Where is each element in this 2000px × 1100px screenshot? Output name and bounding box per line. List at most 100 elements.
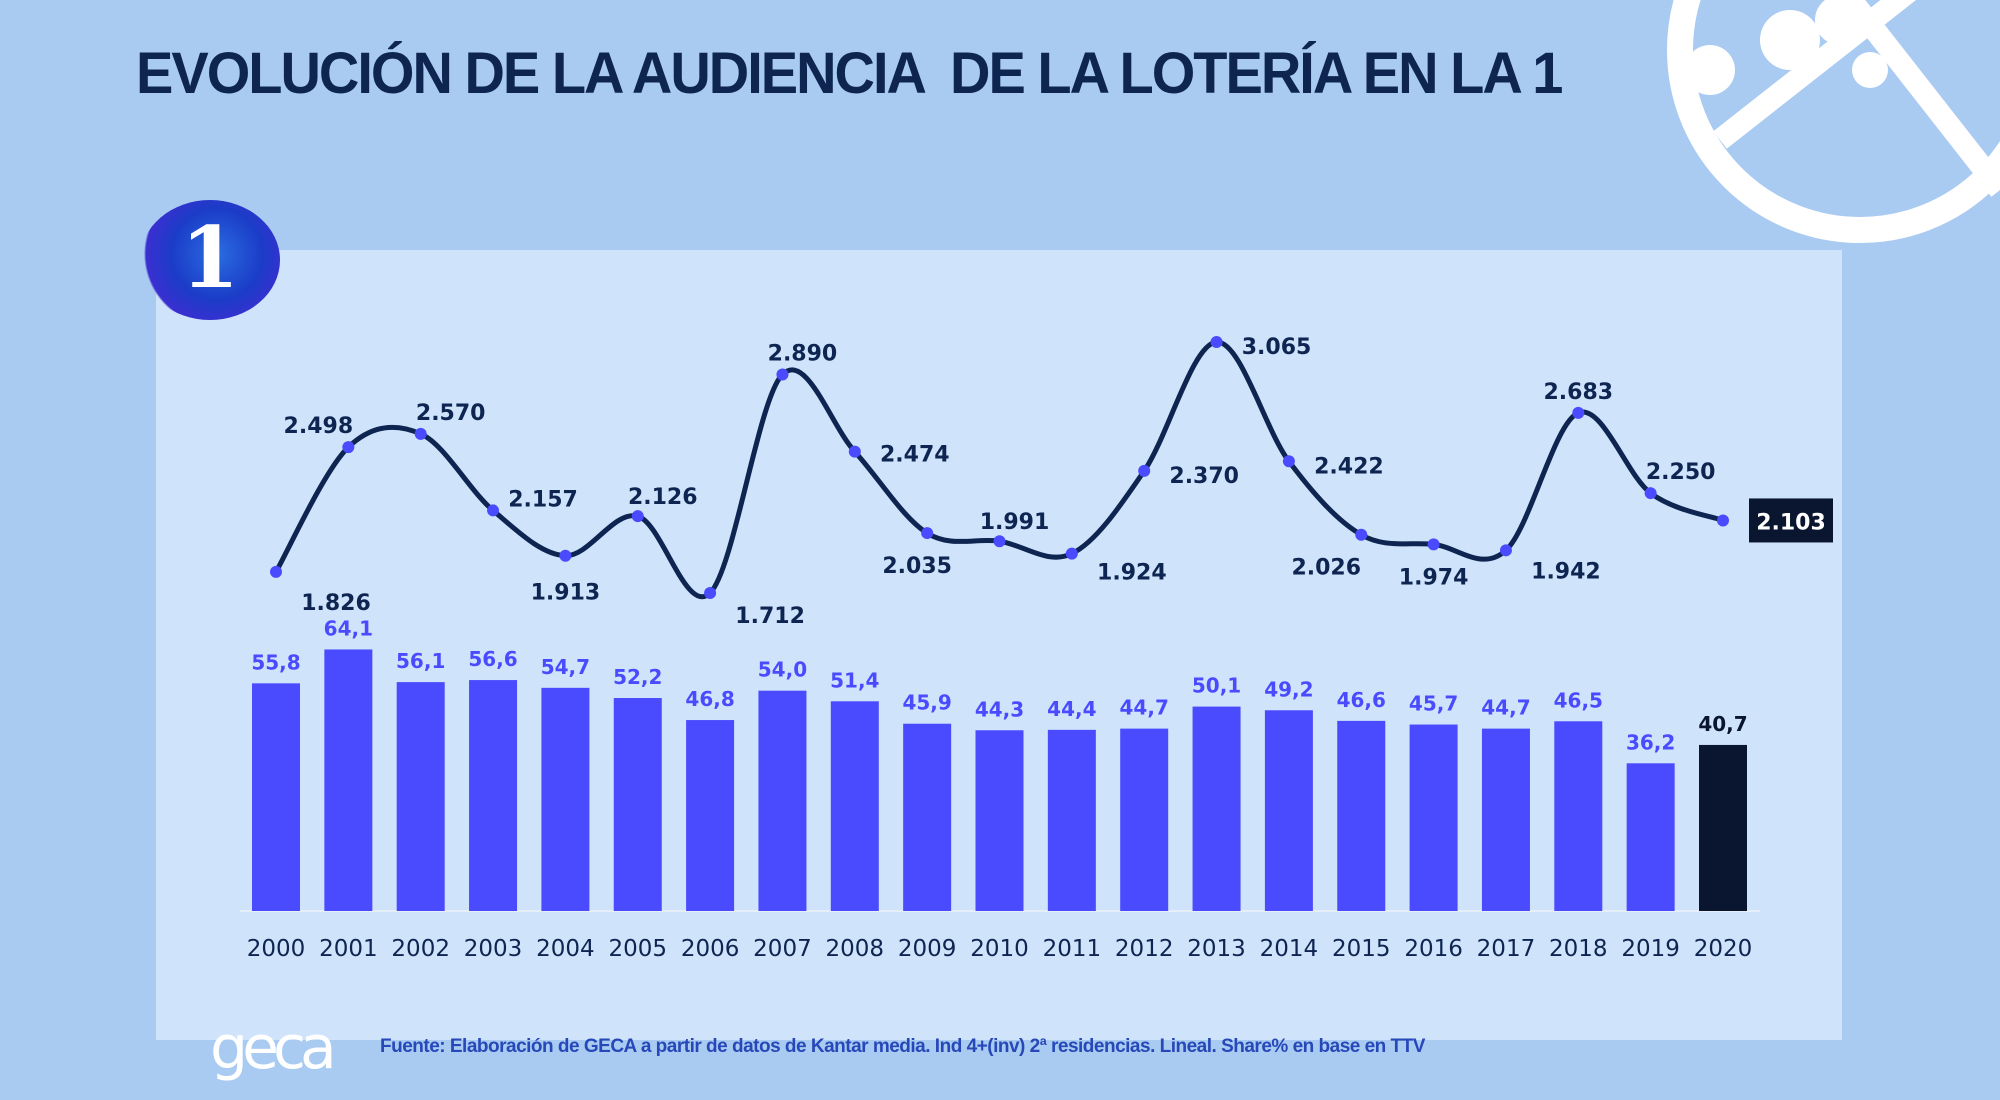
bar-2001 (324, 649, 373, 911)
line-label-2015: 2.026 (1291, 556, 1361, 581)
line-point-2011 (1065, 547, 1078, 560)
line-point-2008 (848, 445, 861, 458)
line-label-2001: 2.498 (284, 414, 354, 439)
line-label-2007: 2.890 (768, 341, 838, 366)
la1-logo-text: 1 (180, 208, 240, 307)
bar-2009 (903, 723, 952, 911)
line-point-2019 (1644, 487, 1657, 500)
bar-2011 (1047, 729, 1096, 911)
line-label-2004: 1.913 (531, 581, 601, 606)
line-label-2000: 1.826 (301, 591, 371, 616)
line-point-2018 (1572, 406, 1585, 419)
bar-label-2001: 64,1 (324, 616, 373, 640)
line-point-2002 (414, 427, 427, 440)
line-label-2011: 1.924 (1097, 561, 1167, 586)
x-tick-2011: 2011 (1043, 936, 1102, 962)
line-point-2016 (1427, 538, 1440, 551)
x-tick-2006: 2006 (681, 936, 740, 962)
line-label-box-2020 (1749, 498, 1833, 543)
line-point-2000 (270, 565, 282, 578)
bar-label-2013: 50,1 (1192, 674, 1241, 698)
line-label-2002: 2.570 (416, 401, 486, 426)
line-label-2008: 2.474 (880, 443, 950, 468)
bar-label-2010: 44,3 (975, 697, 1024, 721)
bar-label-2018: 46,5 (1554, 688, 1603, 712)
x-tick-2002: 2002 (391, 936, 450, 962)
x-tick-2003: 2003 (464, 936, 523, 962)
bar-2007 (758, 690, 807, 911)
bar-2006 (686, 720, 735, 911)
la1-logo: 1 (140, 200, 280, 320)
bar-2019 (1626, 763, 1675, 911)
line-label-2006: 1.712 (735, 604, 805, 629)
x-tick-2004: 2004 (536, 936, 595, 962)
bar-2018 (1554, 721, 1603, 911)
line-label-2005: 2.126 (628, 485, 698, 510)
x-tick-2015: 2015 (1332, 936, 1391, 962)
bar-label-2014: 49,2 (1264, 677, 1313, 701)
bar-2000 (252, 683, 300, 911)
x-tick-2020: 2020 (1694, 936, 1753, 962)
x-tick-2009: 2009 (898, 936, 957, 962)
bar-label-2016: 45,7 (1409, 692, 1458, 716)
bar-2013 (1192, 706, 1241, 911)
bar-label-2011: 44,4 (1047, 697, 1096, 721)
bar-label-2019: 36,2 (1626, 730, 1675, 754)
bar-2016 (1409, 724, 1458, 911)
x-tick-2012: 2012 (1115, 936, 1174, 962)
x-tick-2017: 2017 (1477, 936, 1536, 962)
bar-label-2009: 45,9 (902, 691, 951, 715)
line-label-2019: 2.250 (1646, 460, 1716, 485)
line-point-2003 (487, 504, 500, 517)
line-label-2016: 1.974 (1399, 565, 1469, 590)
line-label-2020: 2.103 (1756, 510, 1826, 535)
geca-logo: geca (210, 1013, 337, 1083)
x-tick-2018: 2018 (1549, 936, 1608, 962)
line-point-2017 (1499, 544, 1512, 557)
line-label-2012: 2.370 (1169, 464, 1239, 489)
x-tick-2005: 2005 (608, 936, 667, 962)
line-point-2015 (1355, 528, 1368, 541)
bar-label-2003: 56,6 (468, 647, 517, 671)
bar-label-2004: 54,7 (541, 655, 590, 679)
x-tick-2001: 2001 (319, 936, 378, 962)
bar-2005 (613, 698, 662, 911)
bar-2012 (1120, 728, 1169, 911)
line-label-2013: 3.065 (1242, 335, 1312, 360)
line-point-2020 (1717, 514, 1729, 527)
bar-label-2006: 46,8 (685, 687, 734, 711)
line-label-2017: 1.942 (1531, 559, 1601, 584)
line-label-2003: 2.157 (508, 487, 578, 512)
ferris-wheel-decoration (1667, 0, 2000, 243)
bar-2014 (1264, 710, 1313, 911)
x-tick-2014: 2014 (1260, 936, 1319, 962)
bar-label-2012: 44,7 (1120, 696, 1169, 720)
line-label-2014: 2.422 (1314, 454, 1384, 479)
bar-2008 (830, 701, 879, 911)
line-label-2018: 2.683 (1544, 380, 1614, 405)
bar-2002 (396, 682, 445, 911)
bar-2010 (975, 730, 1024, 911)
bar-2004 (541, 687, 590, 911)
bar-2003 (469, 680, 518, 911)
line-label-2010: 1.991 (980, 510, 1050, 535)
line-point-2014 (1282, 455, 1295, 468)
line-point-2009 (921, 527, 934, 540)
bar-label-2008: 51,4 (830, 668, 879, 692)
x-tick-2013: 2013 (1187, 936, 1246, 962)
bar-label-2015: 46,6 (1337, 688, 1386, 712)
bar-2020 (1699, 744, 1747, 911)
line-point-2007 (776, 368, 789, 381)
x-tick-2019: 2019 (1621, 936, 1680, 962)
bar-2017 (1481, 728, 1530, 911)
x-tick-2010: 2010 (970, 936, 1029, 962)
line-point-2001 (342, 441, 355, 454)
bar-label-2020: 40,7 (1698, 712, 1747, 736)
x-tick-2016: 2016 (1404, 936, 1463, 962)
line-point-2013 (1210, 336, 1223, 348)
bar-label-2000: 55,8 (251, 650, 300, 674)
x-tick-2000: 2000 (247, 936, 306, 962)
audience-line (273, 339, 1724, 599)
bar-label-2017: 44,7 (1481, 696, 1530, 720)
